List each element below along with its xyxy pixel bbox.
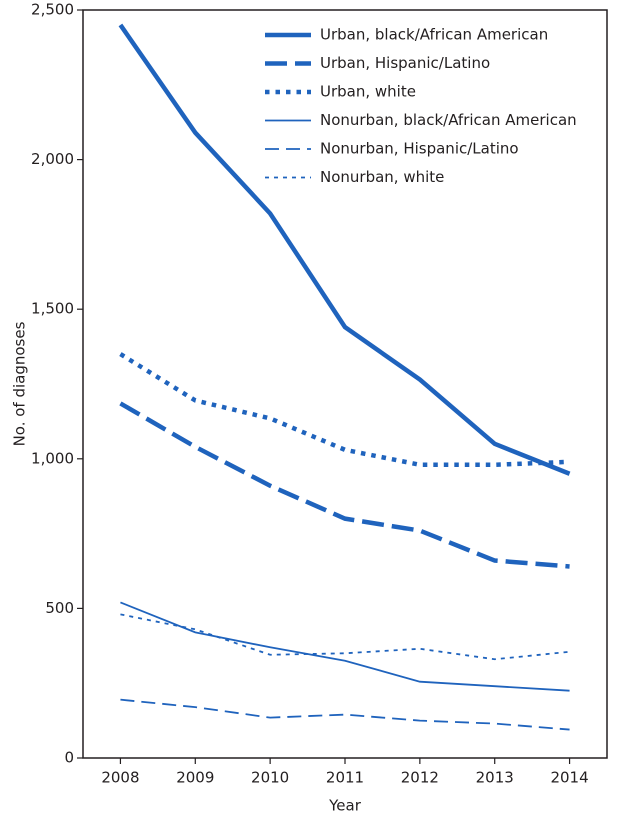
series-line bbox=[118, 23, 571, 476]
legend-label: Nonurban, Hispanic/Latino bbox=[320, 140, 519, 158]
y-tick-label: 0 bbox=[64, 749, 74, 767]
x-tick-label: 2008 bbox=[101, 769, 139, 787]
series-line bbox=[120, 613, 570, 661]
legend-label: Urban, Hispanic/Latino bbox=[320, 54, 490, 72]
y-tick-label: 1,000 bbox=[31, 449, 74, 467]
legend-label: Urban, white bbox=[320, 83, 416, 101]
y-tick-label: 1,500 bbox=[31, 300, 74, 318]
legend-label: Urban, black/African American bbox=[320, 26, 548, 44]
x-tick-label: 2011 bbox=[326, 769, 364, 787]
y-tick-label: 2,000 bbox=[31, 150, 74, 168]
series-line bbox=[119, 401, 570, 569]
y-axis-label: No. of diagnoses bbox=[11, 321, 29, 446]
y-tick-label: 2,500 bbox=[31, 1, 74, 19]
x-tick-label: 2013 bbox=[476, 769, 514, 787]
x-tick-label: 2014 bbox=[550, 769, 588, 787]
legend-label: Nonurban, black/African American bbox=[320, 111, 577, 129]
y-tick-label: 500 bbox=[45, 599, 74, 617]
x-axis-label: Year bbox=[328, 797, 362, 815]
x-tick-label: 2010 bbox=[251, 769, 289, 787]
series-line bbox=[120, 698, 570, 731]
x-tick-label: 2009 bbox=[176, 769, 214, 787]
series-line bbox=[120, 601, 570, 692]
legend-label: Nonurban, white bbox=[320, 168, 444, 186]
series-line bbox=[119, 352, 570, 468]
x-tick-label: 2012 bbox=[401, 769, 439, 787]
